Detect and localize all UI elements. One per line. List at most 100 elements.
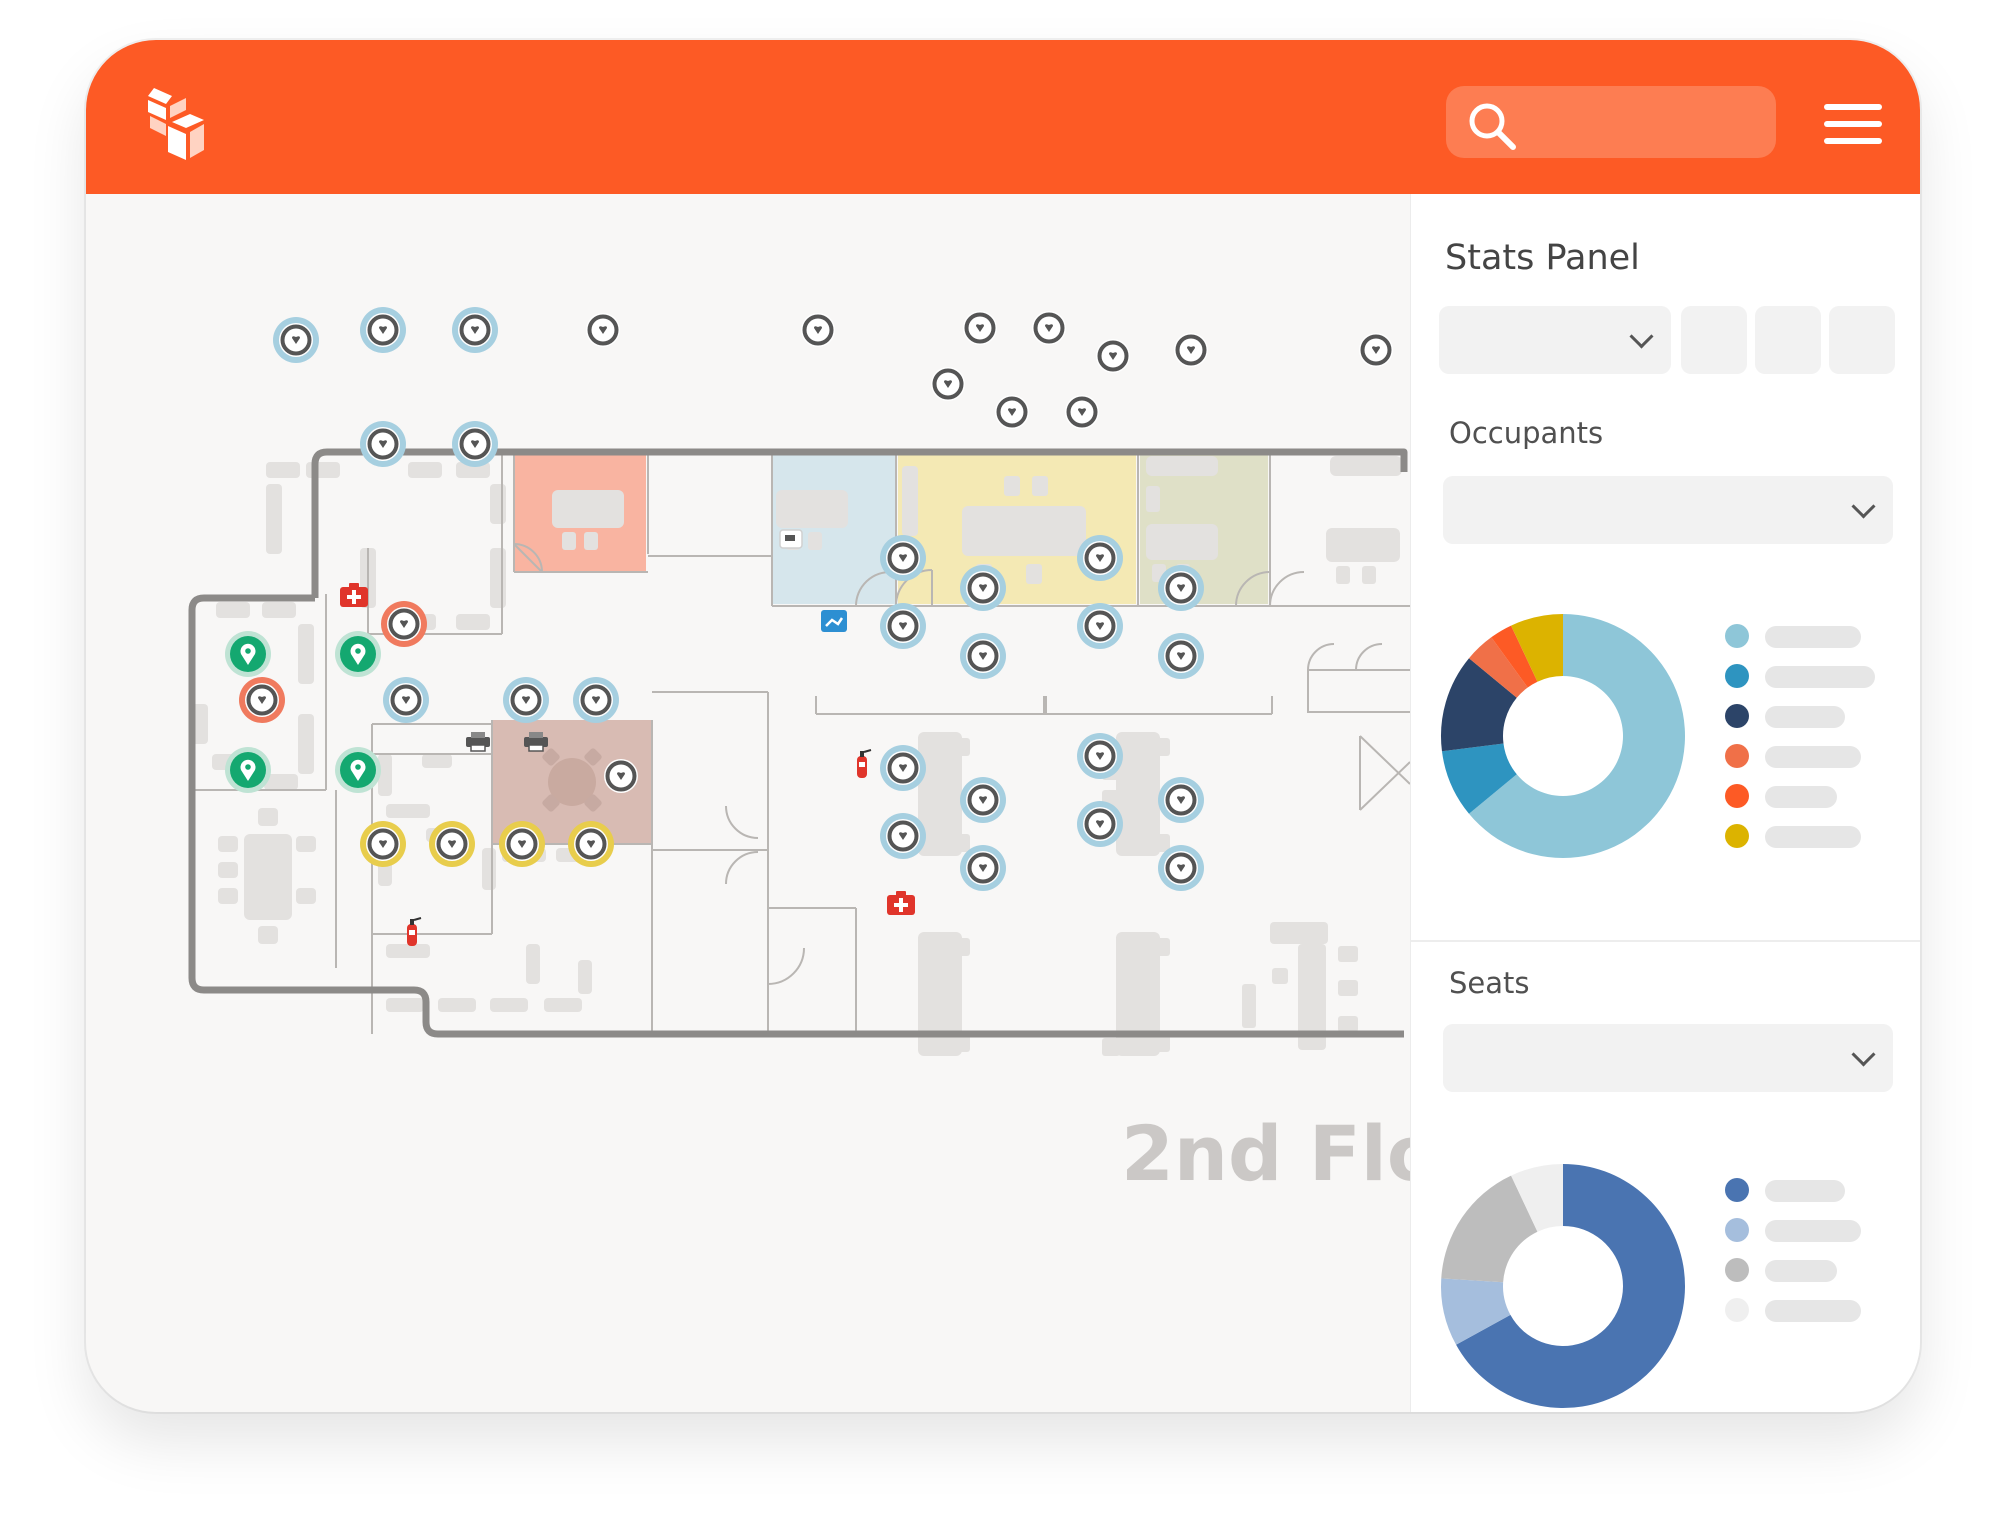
heart-pin-icon[interactable] [1090,333,1136,379]
stats-panel: Stats Panel Occupants Seats [1410,194,1920,1412]
legend-item [1725,1178,1885,1202]
panel-divider [1411,940,1920,942]
heart-pin-icon[interactable] [1158,565,1204,611]
heart-pin-icon[interactable] [381,601,427,647]
printer-icon [524,732,548,752]
occupants-legend [1725,624,1895,854]
heart-pin-icon[interactable] [957,305,1003,351]
chevron-down-icon [1629,324,1654,349]
panel-filter-button-2[interactable] [1755,306,1821,374]
heart-pin-icon[interactable] [880,603,926,649]
heart-pin-icon[interactable] [1353,327,1399,373]
heart-pin-icon[interactable] [360,421,406,467]
seats-title: Seats [1449,966,1530,1000]
seats-slice[interactable] [1441,1278,1511,1345]
legend-item [1725,664,1885,688]
app-window: 2nd Floor Stats Panel Occupants Seats [86,40,1920,1412]
heart-pin-icon[interactable] [1158,633,1204,679]
conference-table [542,748,602,812]
heart-pin-icon[interactable] [960,777,1006,823]
occupants-dropdown[interactable] [1443,476,1893,544]
seats-legend [1725,1178,1895,1328]
search-icon [1469,103,1516,150]
top-bar [86,40,1920,194]
location-pin-icon[interactable] [225,747,271,793]
heart-pin-icon[interactable] [239,677,285,723]
heart-pin-icon[interactable] [1168,327,1214,373]
heart-pin-icon[interactable] [503,677,549,723]
fire-extinguisher-icon [857,749,872,778]
heart-pin-icon[interactable] [580,307,626,353]
hamburger-menu-icon[interactable] [1824,104,1882,148]
occupants-title: Occupants [1449,416,1604,450]
occupants-slice[interactable] [1468,637,1528,698]
heart-pin-icon[interactable] [795,307,841,353]
location-pin-icon[interactable] [335,631,381,677]
heart-pin-icon[interactable] [568,821,614,867]
furniture [192,456,1402,1056]
occupants-donut-chart [1441,614,1685,858]
panel-filter-dropdown[interactable] [1439,306,1671,374]
stacked-cubes-logo[interactable] [138,84,208,164]
heart-pin-icon[interactable] [989,389,1035,435]
panel-filter-button-1[interactable] [1681,306,1747,374]
occupants-slice[interactable] [1441,743,1517,814]
legend-item [1725,1218,1885,1242]
seats-donut-chart [1441,1164,1685,1408]
heart-pin-icon[interactable] [452,307,498,353]
legend-item [1725,1258,1885,1282]
heart-pin-icon[interactable] [360,821,406,867]
heart-pin-icon[interactable] [383,677,429,723]
floor-plan: 2nd Floor [86,194,1529,1412]
heart-pin-icon[interactable] [1077,603,1123,649]
floor-plan-canvas [188,305,1413,1056]
map-markers [225,305,1399,946]
heart-pin-icon[interactable] [925,361,971,407]
heart-pin-icon[interactable] [598,753,644,799]
seats-slice[interactable] [1441,1175,1538,1283]
heart-pin-icon[interactable] [1077,733,1123,779]
outer-wall [188,448,1408,1038]
heart-pin-icon[interactable] [1059,389,1105,435]
chevron-down-icon [1851,1042,1876,1067]
heart-pin-icon[interactable] [573,677,619,723]
heart-pin-icon[interactable] [1158,777,1204,823]
coffee-icon [779,529,803,549]
location-pin-icon[interactable] [225,631,271,677]
heart-pin-icon[interactable] [960,845,1006,891]
heart-pin-icon[interactable] [452,421,498,467]
heart-pin-icon[interactable] [880,535,926,581]
printer-icon [466,732,490,752]
heart-pin-icon[interactable] [880,745,926,791]
fire-extinguisher-icon [407,917,422,946]
first-aid-icon [340,583,368,607]
heart-pin-icon[interactable] [1077,801,1123,847]
heart-pin-icon[interactable] [360,307,406,353]
legend-item [1725,784,1885,808]
panel-title: Stats Panel [1445,238,1640,278]
legend-item [1725,744,1885,768]
heart-pin-icon[interactable] [1158,845,1204,891]
heart-pin-icon[interactable] [499,821,545,867]
heart-pin-icon[interactable] [429,821,475,867]
seats-dropdown[interactable] [1443,1024,1893,1092]
occupants-slice[interactable] [1511,614,1563,682]
occupants-slice[interactable] [1468,614,1685,858]
seats-slice[interactable] [1456,1164,1685,1408]
heart-pin-icon[interactable] [1077,535,1123,581]
heart-pin-icon[interactable] [960,633,1006,679]
occupants-slice[interactable] [1491,625,1538,688]
panel-filter-button-3[interactable] [1829,306,1895,374]
seats-slice[interactable] [1511,1164,1563,1232]
heart-pin-icon[interactable] [273,317,319,363]
heart-pin-icon[interactable] [880,813,926,859]
first-aid-icon [887,891,915,915]
legend-item [1725,824,1885,848]
search-input[interactable] [1446,86,1776,158]
chevron-down-icon [1851,494,1876,519]
location-pin-icon[interactable] [335,747,381,793]
heart-pin-icon[interactable] [960,565,1006,611]
occupants-slice[interactable] [1441,658,1517,752]
legend-item [1725,624,1885,648]
heart-pin-icon[interactable] [1026,305,1072,351]
